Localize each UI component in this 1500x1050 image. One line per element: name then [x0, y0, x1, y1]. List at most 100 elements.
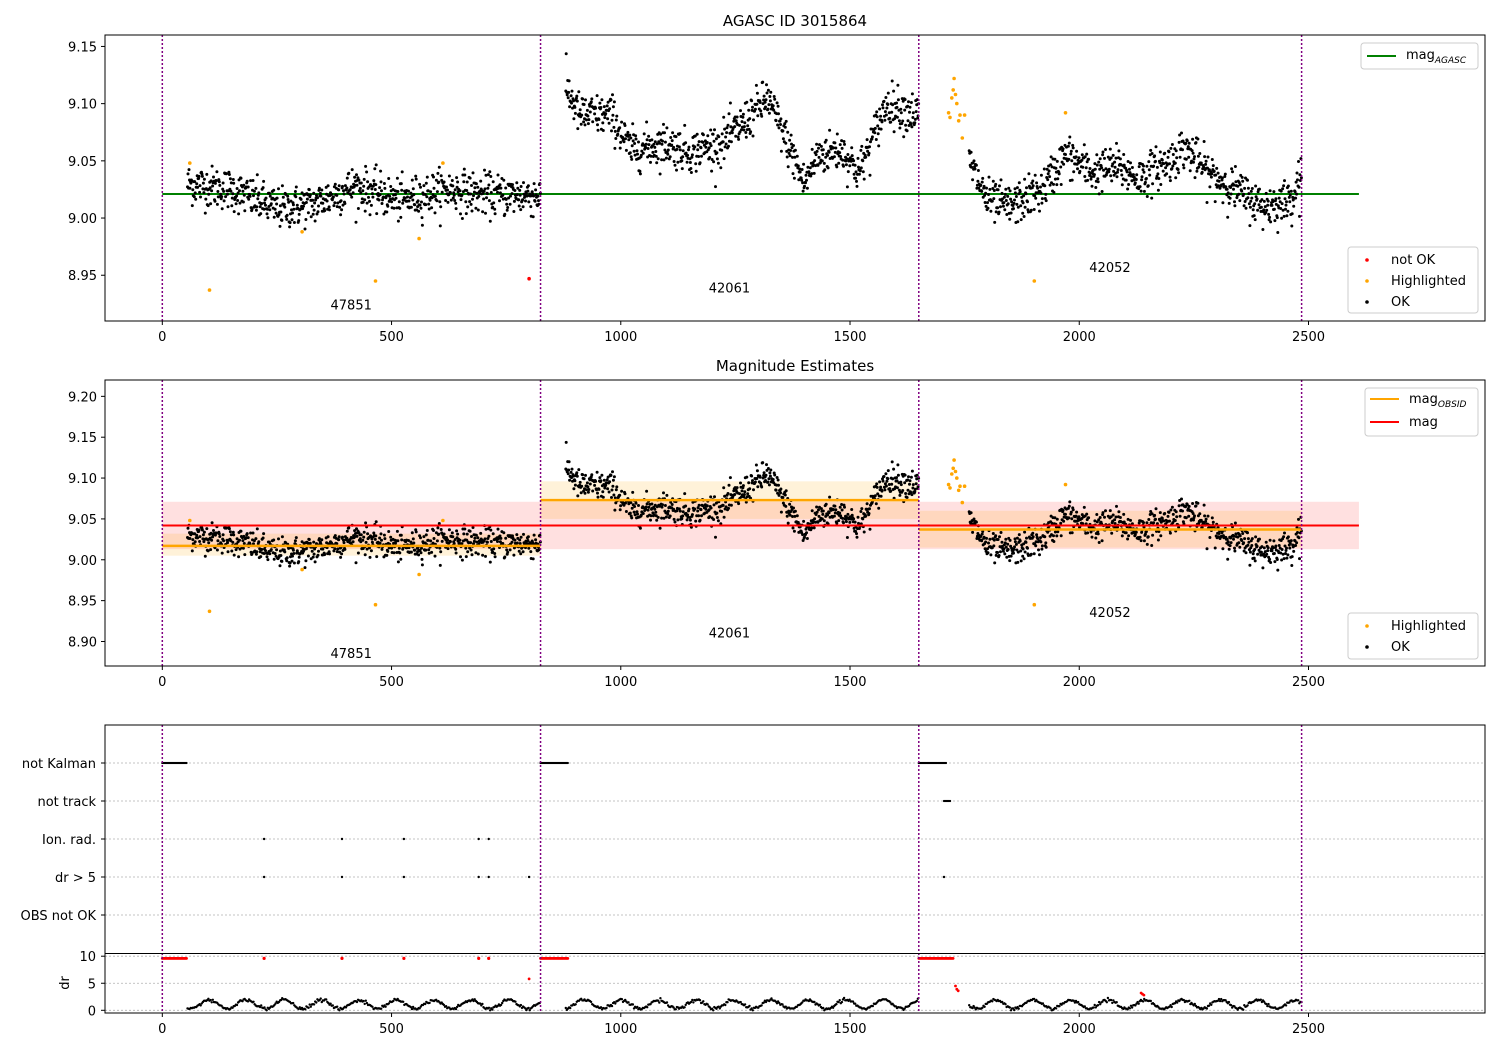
ok-point [1187, 514, 1191, 518]
ok-point [1185, 503, 1189, 507]
ok-point [374, 163, 378, 167]
ok-point [853, 163, 857, 167]
ok-point [1052, 540, 1056, 543]
ok-point [612, 493, 616, 497]
dr-point [409, 1006, 413, 1009]
ok-point [792, 176, 796, 180]
ok-point [616, 132, 620, 136]
ok-point [610, 496, 613, 499]
ok-point [1052, 534, 1055, 538]
ok-point [664, 156, 668, 160]
dr-point [312, 1003, 316, 1006]
ok-point [437, 165, 441, 169]
ok-point [578, 108, 582, 112]
ok-point [681, 514, 685, 518]
ok-point [997, 210, 1001, 214]
ok-point [676, 160, 680, 164]
ok-point [1125, 170, 1129, 174]
ok-point [241, 539, 245, 543]
ok-point [993, 220, 997, 224]
ok-point [1296, 178, 1299, 182]
ok-point [832, 155, 836, 159]
ok-point [1013, 191, 1017, 195]
highlighted-point [948, 486, 952, 490]
ok-point [1257, 203, 1261, 207]
dr-point [338, 1009, 341, 1012]
ok-point [479, 179, 483, 183]
highlighted-point [373, 602, 378, 607]
ok-point [193, 180, 197, 184]
ok-point [519, 535, 523, 539]
ok-point [611, 113, 615, 117]
ok-point [805, 531, 808, 535]
ok-point [242, 542, 246, 545]
ok-point [1046, 172, 1050, 176]
ok-point [1281, 208, 1285, 212]
ok-point [399, 557, 403, 561]
ok-point [459, 555, 462, 559]
ok-point [1025, 536, 1028, 540]
ok-point [1145, 521, 1149, 525]
ok-point [1108, 147, 1112, 151]
ok-point [1165, 172, 1169, 176]
highlighted-point [373, 279, 378, 283]
ok-point [1247, 540, 1251, 544]
ok-point [268, 552, 272, 556]
ok-point [249, 531, 253, 535]
ok-point [275, 548, 279, 552]
ok-point [1232, 183, 1236, 187]
ok-point [1012, 551, 1015, 555]
ok-point [291, 203, 295, 207]
ok-point [712, 139, 716, 143]
ok-point [188, 537, 192, 540]
ok-point [647, 143, 651, 147]
ok-point [655, 142, 659, 146]
dr-point [304, 1008, 307, 1011]
ok-point [852, 159, 856, 163]
ok-point [1214, 173, 1218, 177]
ok-point [513, 538, 517, 542]
ok-point [1177, 504, 1181, 508]
ok-point [1250, 537, 1254, 541]
ok-point [1159, 164, 1163, 168]
ok-point [738, 492, 741, 496]
ok-point [992, 538, 996, 542]
ok-point [489, 175, 493, 178]
ok-point [1072, 170, 1076, 174]
ok-point [462, 167, 466, 171]
ok-point [265, 555, 269, 559]
ok-point [576, 494, 580, 498]
ok-point [1210, 158, 1214, 161]
ok-point [464, 200, 468, 204]
ok-point [588, 478, 592, 482]
ok-point [433, 194, 437, 198]
ok-point [342, 192, 346, 196]
ok-point [844, 520, 848, 524]
ok-point [874, 502, 878, 506]
ok-point [424, 181, 428, 185]
ok-point [364, 540, 368, 544]
ok-point [220, 551, 224, 555]
ok-point [873, 131, 877, 135]
ok-point [498, 183, 502, 187]
dr-point [657, 999, 660, 1002]
ok-point [1127, 534, 1131, 538]
ok-point [521, 205, 525, 209]
ok-point [896, 83, 900, 87]
ok-point [766, 107, 770, 111]
ok-point [987, 175, 991, 179]
ok-point [1039, 536, 1042, 540]
ok-point [766, 480, 770, 484]
ok-point [1069, 152, 1073, 156]
ok-point [1129, 518, 1132, 522]
ok-point [470, 209, 474, 213]
ok-point [653, 140, 657, 144]
ok-point [895, 115, 899, 119]
ok-point [1168, 162, 1171, 166]
ok-point [1040, 544, 1044, 548]
ok-point [809, 174, 813, 178]
ok-point [1282, 184, 1286, 188]
ok-point [742, 128, 746, 132]
ok-point [1148, 173, 1152, 177]
ok-point [201, 533, 205, 537]
